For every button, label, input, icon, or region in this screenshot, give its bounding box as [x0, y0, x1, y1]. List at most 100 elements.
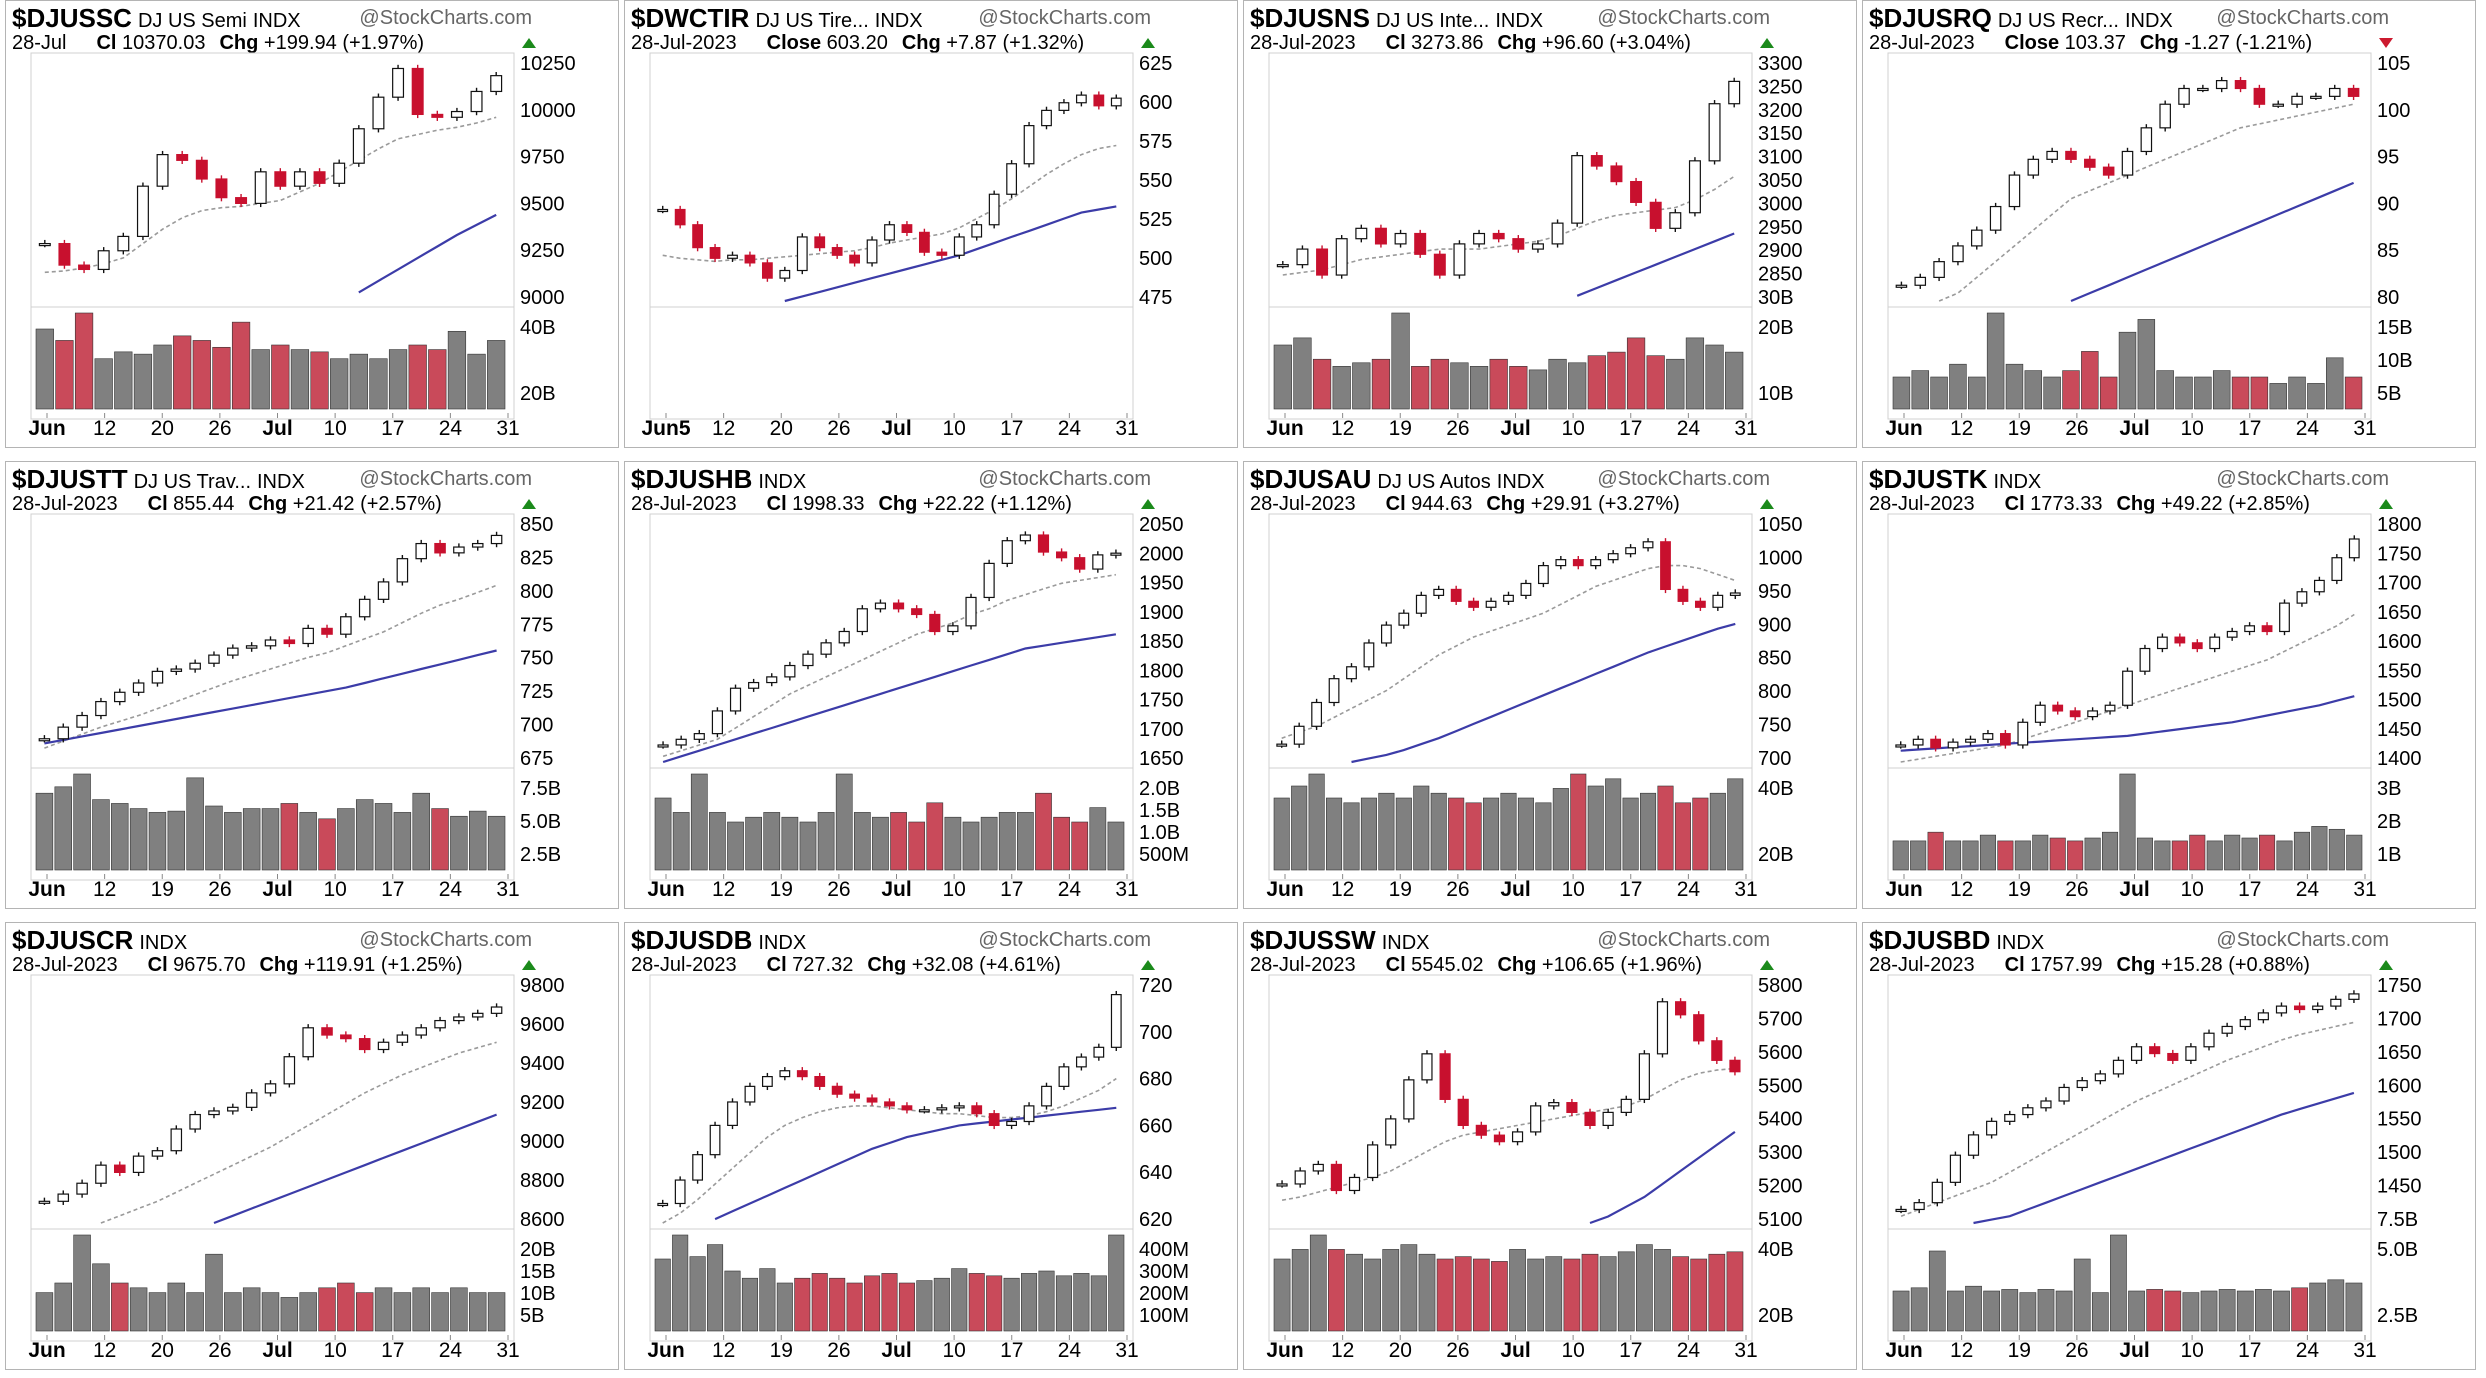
- candle-body: [884, 1101, 895, 1107]
- candle-body: [929, 613, 941, 633]
- price-tick-label: 9000: [520, 287, 565, 309]
- quote-info: 28-Jul-2023 Cl 5545.02 Chg +106.65 (+1.96%…: [1250, 954, 1702, 977]
- volume-bar: [1587, 785, 1604, 871]
- volume-bar: [2037, 1289, 2055, 1332]
- volume-bar: [1690, 1258, 1708, 1332]
- ma50-line: [2070, 181, 2355, 303]
- date-label: 28-Jul-2023: [631, 493, 737, 515]
- volume-bar: [1500, 792, 1517, 871]
- candle-body: [674, 208, 686, 226]
- price-tick-label: 1550: [2377, 1109, 2422, 1131]
- volume-bar: [829, 1277, 846, 1332]
- chart-panel[interactable]: $DJUSCR INDX @StockCharts.com 28-Jul-2023 Cl…: [5, 922, 619, 1370]
- volume-bar: [224, 812, 242, 871]
- candle-body: [1607, 553, 1619, 561]
- change-value: +49.22 (+2.85%): [2155, 493, 2310, 515]
- chart-canvas: 3300325032003150310030503000295029002850…: [1266, 52, 1803, 440]
- volume-bar: [1568, 362, 1587, 410]
- candle-body: [189, 1113, 201, 1130]
- ma20-line: [1900, 1021, 2355, 1217]
- chart-title: $DJUSRQ DJ US Recr... INDX: [1869, 3, 2173, 34]
- chart-panel[interactable]: $DJUSSC DJ US Semi INDX @StockCharts.com 28-…: [5, 0, 619, 448]
- price-tick-label: 3100: [1758, 147, 1803, 169]
- chart-title: $DJUSCR INDX: [12, 925, 187, 956]
- candle-body: [1642, 541, 1654, 549]
- volume-bar: [1293, 337, 1312, 410]
- price-tick-label: 1750: [2377, 975, 2422, 997]
- date-tick-label: Jun: [28, 878, 65, 901]
- chart-panel[interactable]: $DWCTIR DJ US Tire... INDX @StockCharts.com…: [624, 0, 1238, 448]
- chart-canvas: 10250 10000 9750 9500 9250 9000 40B 20B Jun 12 20 2…: [28, 52, 576, 440]
- volume-bar: [374, 803, 393, 871]
- date-tick-label: Jun: [1885, 878, 1922, 901]
- candle-body: [1649, 201, 1662, 229]
- volume-bar: [1892, 1290, 1910, 1332]
- volume-bar: [1071, 821, 1089, 871]
- volume-bar: [908, 821, 926, 871]
- volume-bar: [2218, 1289, 2236, 1332]
- chart-panel[interactable]: $DJUSDB INDX @StockCharts.com 28-Jul-2023 Cl…: [624, 922, 1238, 1370]
- volume-bar: [1947, 1290, 1964, 1332]
- volume-bar: [167, 1282, 186, 1332]
- candle-body: [2257, 1012, 2269, 1021]
- volume-bar: [290, 349, 310, 410]
- volume-bar: [1395, 797, 1412, 871]
- volume-bar: [1705, 344, 1724, 410]
- candle-body: [727, 1101, 738, 1126]
- candle-body: [1548, 1102, 1560, 1107]
- volume-bar: [1308, 773, 1325, 871]
- quote-info: 28-Jul-2023 Cl 944.63 Chg +29.91 (+3.27%): [1250, 493, 1680, 516]
- chart-panel[interactable]: $DJUSHB INDX @StockCharts.com 28-Jul-2023 Cl…: [624, 461, 1238, 909]
- chart-panel[interactable]: $DJUSTT DJ US Trav... INDX @StockCharts.com…: [5, 461, 619, 909]
- date-tick-label: 26: [827, 878, 850, 901]
- ma50-line: [1589, 1131, 1736, 1225]
- candle-body: [117, 235, 130, 252]
- price-tick-label: 9000: [520, 1131, 565, 1153]
- date-tick-label: 31: [1115, 1339, 1138, 1362]
- index-type: INDX: [257, 471, 305, 493]
- volume-bar: [1726, 1251, 1744, 1332]
- candle-body: [1711, 1040, 1723, 1061]
- candle-body: [831, 247, 843, 256]
- price-tick-label: 1950: [1139, 573, 1184, 595]
- candle-body: [1293, 725, 1305, 745]
- candle-body: [321, 1027, 333, 1036]
- chart-panel[interactable]: $DJUSSW INDX @StockCharts.com 28-Jul-2023 Cl…: [1243, 922, 1857, 1370]
- chart-panel[interactable]: $DJUSTK INDX @StockCharts.com 28-Jul-2023 Cl…: [1862, 461, 2476, 909]
- volume-tick-label: 500M: [1139, 844, 1189, 866]
- index-type: INDX: [874, 10, 923, 32]
- date-tick-label: 17: [1619, 878, 1642, 901]
- ma20-line: [100, 1041, 497, 1224]
- close-value: 10370.03: [116, 32, 206, 54]
- volume-bar: [2081, 351, 2099, 410]
- volume-bar: [1312, 358, 1332, 410]
- up-triangle-icon: [1141, 499, 1155, 509]
- candle-body: [1415, 594, 1427, 614]
- candle-body: [761, 1076, 773, 1087]
- chart-panel[interactable]: $DJUSNS DJ US Inte... INDX @StockCharts.com…: [1243, 0, 1857, 448]
- price-tick-label: 2900: [1758, 240, 1803, 262]
- chart-panel[interactable]: $DJUSRQ DJ US Recr... INDX @StockCharts.com…: [1862, 0, 2476, 448]
- candle-body: [784, 664, 796, 678]
- chart-panel[interactable]: $DJUSBD INDX @StockCharts.com 28-Jul-2023 Cl…: [1862, 922, 2476, 1370]
- volume-bar: [1053, 816, 1070, 871]
- candle-body: [95, 1164, 107, 1184]
- chart-title: $DJUSHB INDX: [631, 464, 806, 495]
- index-type: INDX: [1993, 471, 2042, 493]
- chart-panel[interactable]: $DJUSAU DJ US Autos INDX @StockCharts.com 28…: [1243, 461, 1857, 909]
- brand-label: @StockCharts.com: [359, 468, 532, 490]
- chart-title: $DJUSAU DJ US Autos INDX: [1250, 464, 1545, 495]
- candle-body: [2312, 1005, 2324, 1011]
- price-tick-label: 80: [2377, 287, 2399, 309]
- candle-body: [2084, 158, 2096, 168]
- candle-body: [2087, 710, 2099, 718]
- close-label: Cl: [1385, 493, 1406, 515]
- quote-info: 28-Jul-2023 Cl 1757.99 Chg +15.28 (+0.88%): [1869, 954, 2310, 977]
- candle-body: [1982, 733, 1994, 740]
- date-tick-label: 26: [1446, 878, 1469, 901]
- candle-body: [692, 224, 704, 249]
- candle-body: [302, 1027, 314, 1058]
- volume-bar: [2019, 1292, 2037, 1332]
- candle-body: [396, 1034, 409, 1043]
- up-triangle-icon: [522, 960, 536, 970]
